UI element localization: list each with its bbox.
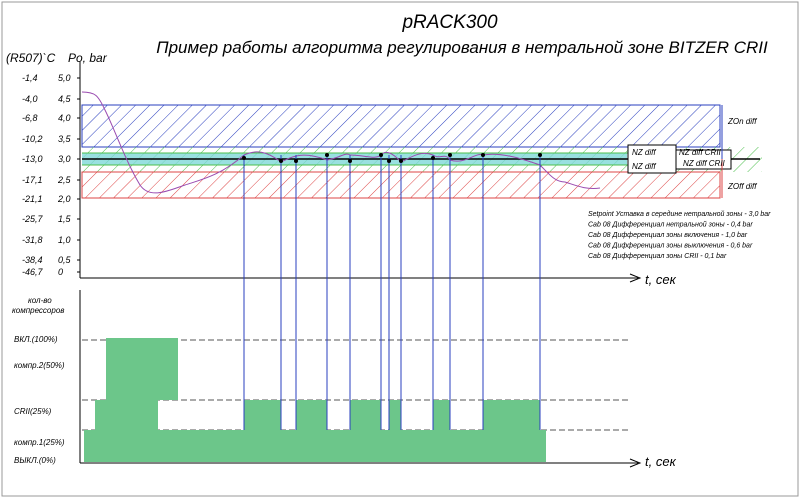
- block: [106, 338, 178, 400]
- title: pRACK300: [401, 12, 497, 33]
- switch-point: [399, 159, 403, 163]
- block: [350, 400, 381, 430]
- block: [244, 400, 281, 430]
- level-label: CRII(25%): [14, 407, 52, 416]
- tick-labels: -1,4 -4,0 -6,8 -10,2 -13,0 -17,1 -21,1 -25,7 -31…: [12, 73, 771, 465]
- nz-label: NZ diff: [632, 162, 656, 171]
- block: [95, 400, 158, 430]
- time-label: t, сек: [645, 454, 677, 469]
- axis-label: кол-во: [28, 296, 52, 305]
- switch-point: [348, 159, 352, 163]
- level-label: ВЫКЛ.(0%): [14, 456, 56, 465]
- subtitle: Пример работы алгоритма регулирования в …: [156, 38, 768, 57]
- level-label: компр.2(50%): [14, 361, 65, 370]
- switch-lines: [242, 153, 542, 430]
- switch-point: [279, 159, 283, 163]
- zoff-label: ZOff diff: [727, 182, 757, 191]
- pressure-label: 2,5: [57, 175, 72, 185]
- block: [433, 400, 450, 430]
- note: Cab 08 Дифференциал зоны включения - 1,0…: [588, 232, 748, 239]
- zon-label: ZOn diff: [727, 117, 757, 126]
- pressure-label: 4,0: [58, 113, 71, 123]
- pressure-label: 0,5: [58, 255, 72, 265]
- block: [84, 430, 546, 462]
- block: [389, 400, 401, 430]
- level-label: компр.1(25%): [14, 438, 65, 447]
- pressure-label: 2,0: [57, 194, 71, 204]
- nz-box: [627, 144, 677, 174]
- switch-point: [481, 153, 485, 157]
- temp-label: -6,8: [22, 113, 38, 123]
- temp-label: -10,2: [22, 134, 43, 144]
- block: [483, 400, 540, 430]
- note: Cab 08 Дифференциал зоны выключения - 0,…: [588, 243, 753, 250]
- temp-label: -1,4: [22, 73, 38, 83]
- switch-point: [387, 159, 391, 163]
- pressure-label: 0: [58, 267, 63, 277]
- pressure-unit: Po, bar: [68, 51, 108, 65]
- note: Setpoint Уставка в середине нетральной з…: [588, 210, 771, 218]
- temp-label: -4,0: [22, 94, 38, 104]
- level-label: ВКЛ.(100%): [14, 335, 58, 344]
- switch-point: [294, 159, 298, 163]
- zones: [81, 104, 762, 199]
- pressure-label: 1,5: [58, 214, 72, 224]
- switch-point: [538, 153, 542, 157]
- note: Cab 08 Дифференциал нетральной зоны - 0,…: [588, 221, 753, 229]
- pressure-label: 4,5: [58, 94, 72, 104]
- temp-label: -46,7: [22, 267, 44, 277]
- zon-zone: [81, 104, 721, 148]
- pressure-label: 5,0: [58, 73, 71, 83]
- pressure-label: 3,5: [58, 134, 72, 144]
- arrow: [629, 458, 642, 468]
- switch-point: [379, 153, 383, 157]
- crii-label: NZ diff CRII: [679, 148, 722, 157]
- temp-label: -25,7: [22, 214, 44, 224]
- switch-point: [431, 156, 435, 160]
- pressure-label: 3,0: [58, 154, 71, 164]
- pressure-label: 1,0: [58, 235, 71, 245]
- temp-label: -38,4: [22, 255, 43, 265]
- compressor-blocks: [84, 338, 546, 462]
- temp-label: -31,8: [22, 235, 43, 245]
- nz-label: NZ diff: [632, 148, 656, 157]
- crii-box: [675, 149, 732, 170]
- switch-point: [448, 153, 452, 157]
- axis-label: компрессоров: [12, 306, 64, 315]
- arrow: [629, 273, 642, 283]
- temp-label: -21,1: [22, 194, 43, 204]
- temp-unit: (R507)`C: [6, 51, 56, 65]
- time-label: t, сек: [645, 272, 677, 287]
- switch-point: [325, 153, 329, 157]
- pressure-curve: [81, 91, 601, 194]
- crii-label: NZ diff CRII: [683, 159, 726, 168]
- switch-point: [242, 156, 246, 160]
- temp-label: -13,0: [22, 154, 43, 164]
- note: Cab 08 Дифференциал зоны CRII - 0,1 bar: [588, 253, 727, 260]
- temp-label: -17,1: [22, 175, 43, 185]
- block: [296, 400, 327, 430]
